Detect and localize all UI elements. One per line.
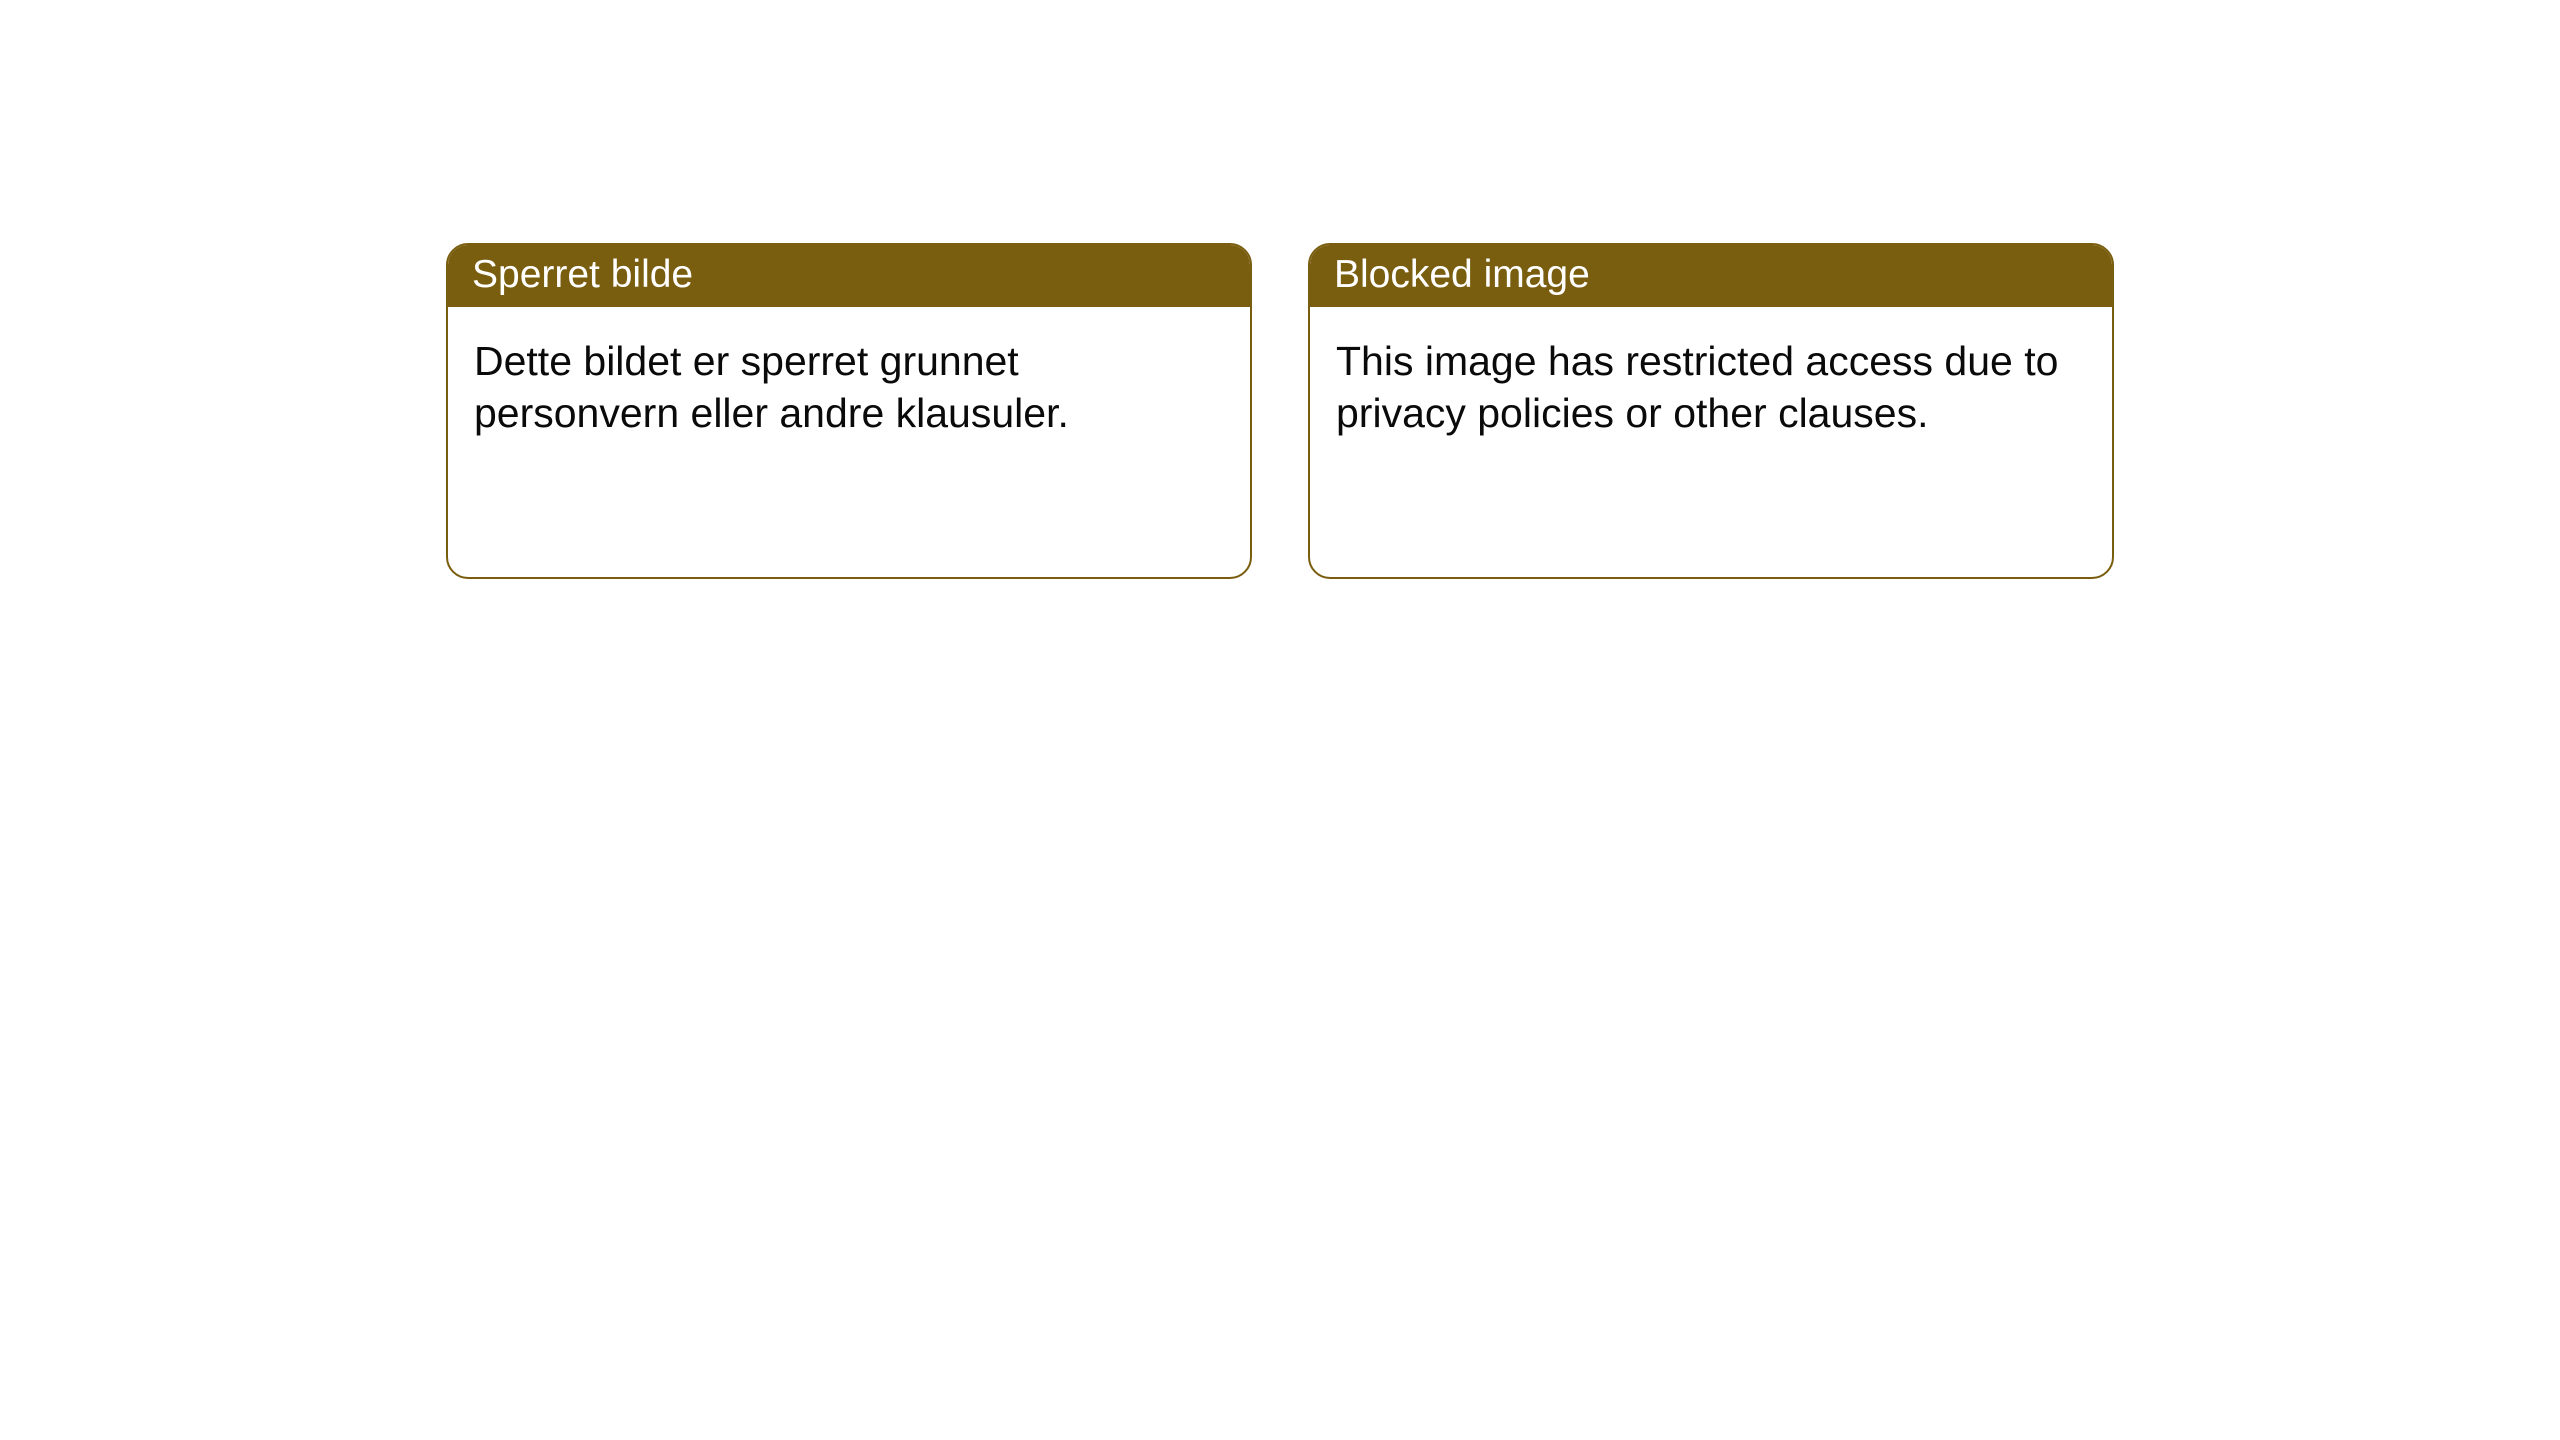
notice-card-no: Sperret bilde Dette bildet er sperret gr…: [446, 243, 1252, 579]
notice-title-en: Blocked image: [1310, 245, 2112, 307]
notice-body-en: This image has restricted access due to …: [1310, 307, 2112, 468]
notice-card-en: Blocked image This image has restricted …: [1308, 243, 2114, 579]
notice-title-no: Sperret bilde: [448, 245, 1250, 307]
notice-container: Sperret bilde Dette bildet er sperret gr…: [0, 0, 2560, 579]
notice-body-no: Dette bildet er sperret grunnet personve…: [448, 307, 1250, 468]
